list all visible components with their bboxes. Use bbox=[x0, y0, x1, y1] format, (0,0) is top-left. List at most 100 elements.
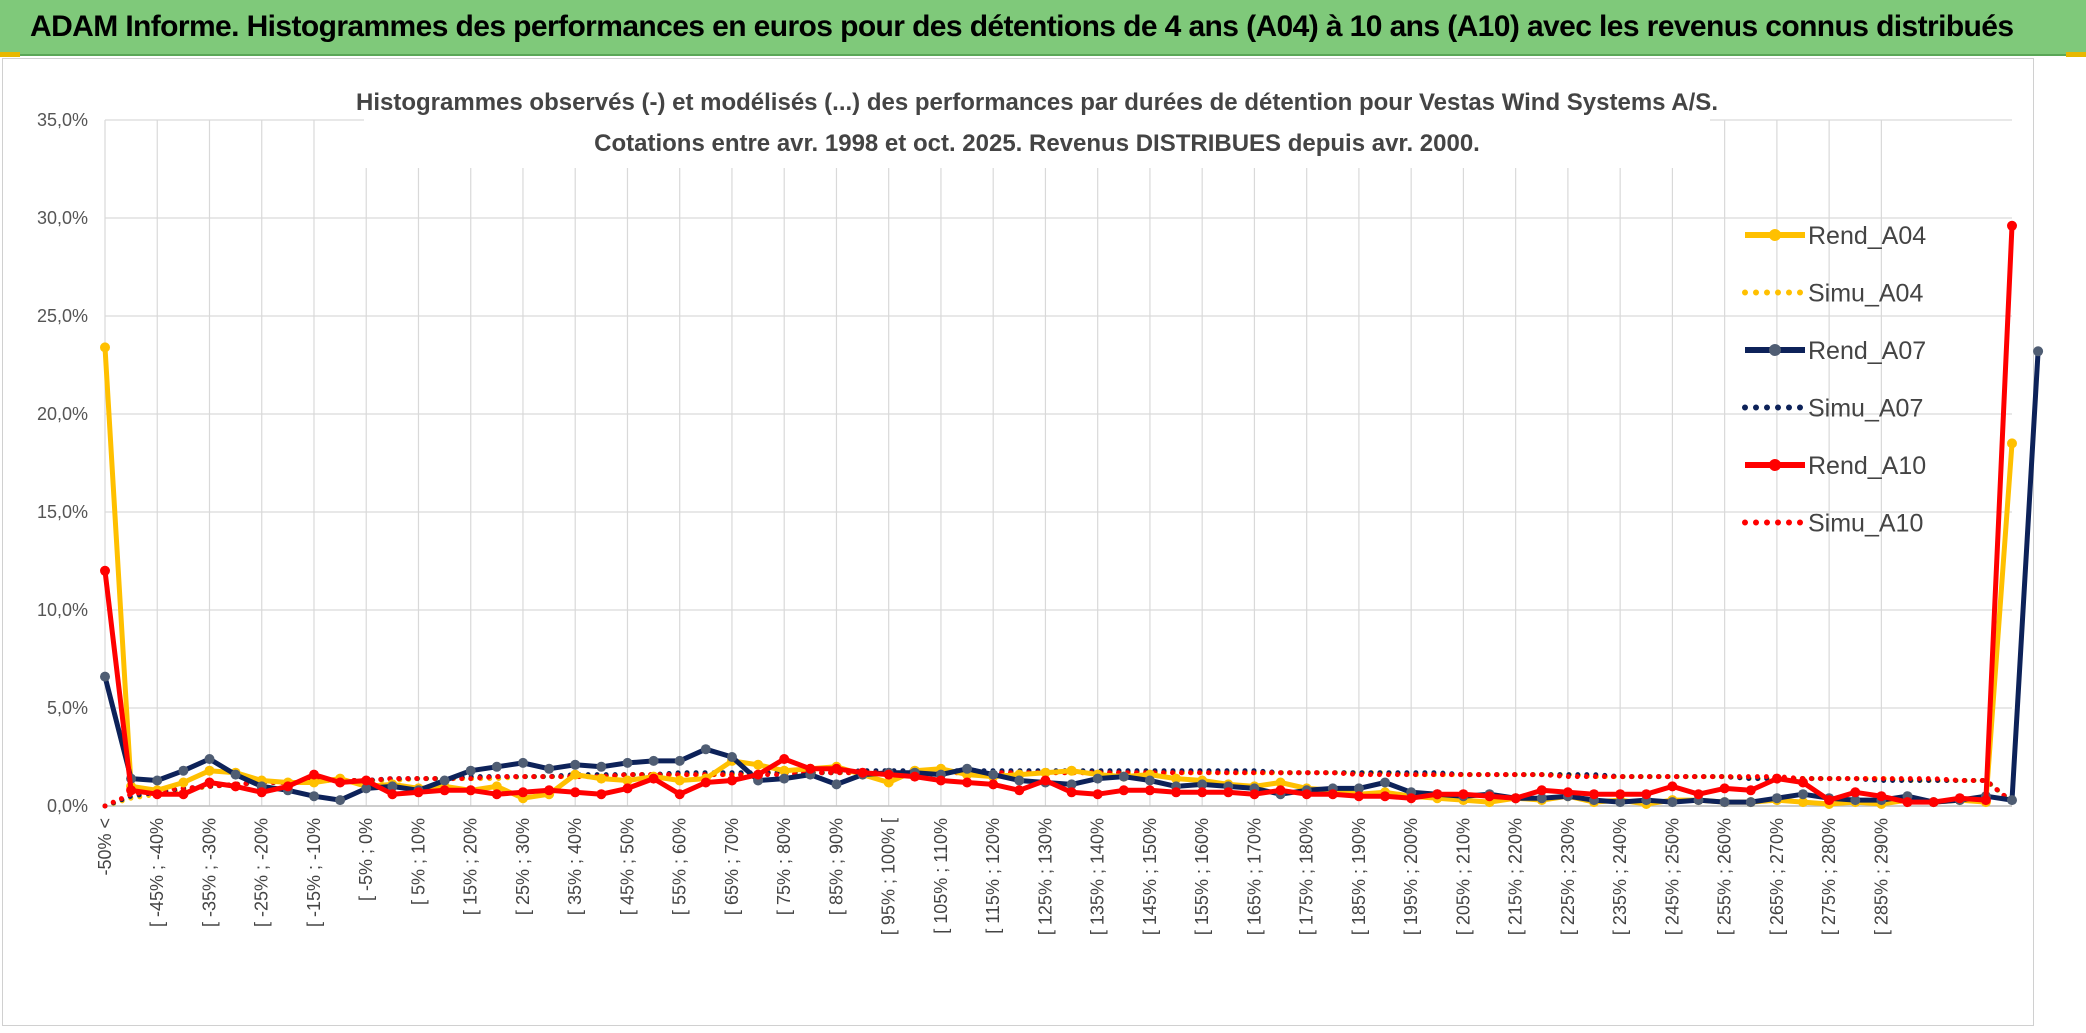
point-rend-a10 bbox=[1249, 789, 1260, 800]
point-rend-a04 bbox=[883, 777, 894, 788]
x-tick-label: [ 55% ; 60% bbox=[670, 818, 690, 915]
point-rend-a04 bbox=[100, 342, 110, 353]
legend-label-simu-a10: Simu_A10 bbox=[1808, 510, 1923, 538]
point-rend-a04 bbox=[1040, 767, 1051, 778]
point-rend-a04 bbox=[178, 777, 189, 788]
point-rend-a07 bbox=[439, 775, 450, 786]
point-rend-a10 bbox=[1301, 789, 1312, 800]
point-rend-a10 bbox=[1562, 787, 1573, 798]
point-rend-a07 bbox=[727, 752, 737, 762]
point-rend-a10 bbox=[1719, 783, 1730, 794]
point-rend-a07 bbox=[518, 757, 528, 768]
legend-marker-rend-a07 bbox=[1769, 344, 1781, 356]
line-simu-a10 bbox=[102, 770, 2015, 809]
legend-marker-rend-a04 bbox=[1769, 229, 1781, 241]
y-tick-label: 0,0% bbox=[47, 796, 88, 816]
point-rend-a10 bbox=[1980, 795, 1991, 806]
x-tick-label: [ 105% ; 110% bbox=[931, 818, 951, 934]
point-rend-a07 bbox=[1667, 797, 1678, 808]
point-rend-a10 bbox=[1510, 793, 1521, 804]
y-axis: 0,0% 5,0% 10,0% 15,0% 20,0% 25,0% 30,0% 35,0% bbox=[37, 110, 88, 816]
x-tick-label: [ 265% ; 270% bbox=[1767, 818, 1787, 935]
point-rend-a10 bbox=[1693, 789, 1704, 800]
point-rend-a07 bbox=[361, 783, 372, 794]
y-tick-label: 25,0% bbox=[37, 306, 88, 326]
point-rend-a07 bbox=[1118, 771, 1129, 782]
point-rend-a10 bbox=[1850, 787, 1861, 798]
point-rend-a10 bbox=[1824, 795, 1835, 806]
point-rend-a10 bbox=[465, 785, 476, 796]
point-rend-a07 bbox=[387, 781, 398, 792]
y-tick-label: 15,0% bbox=[37, 502, 88, 522]
x-tick-label: -50% < bbox=[95, 818, 115, 876]
point-rend-a10 bbox=[883, 769, 894, 780]
point-rend-a10 bbox=[544, 785, 555, 796]
point-rend-a10 bbox=[100, 565, 110, 576]
point-rend-a10 bbox=[1066, 787, 1077, 798]
point-rend-a07 bbox=[309, 791, 319, 802]
x-tick-label: [ 205% ; 210% bbox=[1453, 818, 1473, 935]
point-rend-a10 bbox=[622, 783, 633, 794]
point-rend-a07 bbox=[1615, 797, 1626, 808]
banner-corner-right bbox=[2066, 52, 2086, 57]
point-rend-a10 bbox=[1380, 791, 1390, 802]
point-rend-a10 bbox=[1406, 793, 1417, 804]
point-rend-a10 bbox=[1876, 791, 1887, 802]
point-rend-a07 bbox=[230, 769, 241, 780]
chart-title-background bbox=[364, 84, 1710, 168]
legend-item-rend-a04: Rend_A04 bbox=[1745, 222, 1926, 250]
point-rend-a04 bbox=[596, 773, 607, 784]
x-tick-label: [ 65% ; 70% bbox=[722, 818, 742, 915]
point-rend-a10 bbox=[1118, 785, 1129, 796]
point-rend-a10 bbox=[1667, 781, 1678, 792]
point-rend-a10 bbox=[988, 779, 999, 790]
point-rend-a07 bbox=[1719, 797, 1730, 808]
point-rend-a07 bbox=[1771, 793, 1782, 804]
y-tick-label: 5,0% bbox=[47, 698, 88, 718]
point-rend-a10 bbox=[1014, 785, 1025, 796]
point-rend-a07 bbox=[596, 761, 607, 772]
point-rend-a10 bbox=[1353, 791, 1364, 802]
point-rend-a10 bbox=[779, 754, 790, 764]
chart-gridlines bbox=[104, 119, 2012, 807]
point-rend-a04 bbox=[674, 775, 685, 786]
chart-series bbox=[100, 220, 2044, 809]
legend-label-simu-a07: Simu_A07 bbox=[1808, 395, 1923, 423]
legend-label-simu-a04: Simu_A04 bbox=[1808, 280, 1923, 308]
point-rend-a07 bbox=[1144, 775, 1155, 786]
x-tick-label: [ 215% ; 220% bbox=[1506, 818, 1526, 935]
banner-corner-left bbox=[0, 52, 20, 57]
x-tick-label: [ -35% ; -30% bbox=[199, 818, 219, 927]
point-rend-a10 bbox=[335, 777, 346, 788]
point-rend-a07 bbox=[100, 671, 110, 682]
point-rend-a07 bbox=[491, 761, 502, 772]
x-tick-label: [ 15% ; 20% bbox=[461, 818, 481, 915]
x-tick-label: [ 195% ; 200% bbox=[1401, 818, 1421, 935]
point-rend-a10 bbox=[1432, 789, 1443, 800]
legend-label-rend-a10: Rend_A10 bbox=[1808, 452, 1926, 480]
x-tick-label: [ 135% ; 140% bbox=[1088, 818, 1108, 935]
point-rend-a07 bbox=[1197, 779, 1208, 790]
chart-legend: Rend_A04 Simu_A04 Rend_A07 Simu_A07 Rend_A10… bbox=[1742, 222, 1926, 538]
chart-title-line-2: Cotations entre avr. 1998 et oct. 2025. … bbox=[594, 130, 1480, 157]
point-rend-a07 bbox=[1066, 779, 1077, 790]
point-rend-a07 bbox=[1353, 783, 1364, 794]
x-tick-label: [ 25% ; 30% bbox=[513, 818, 533, 915]
point-rend-a07 bbox=[544, 763, 555, 774]
x-tick-label: [ -15% ; -10% bbox=[304, 818, 324, 927]
point-rend-a10 bbox=[831, 763, 842, 774]
point-rend-a10 bbox=[1615, 789, 1626, 800]
x-tick-label: [ 155% ; 160% bbox=[1192, 818, 1212, 935]
chart-frame bbox=[2, 58, 2034, 1026]
point-rend-a10 bbox=[439, 785, 450, 796]
x-tick-label: [ 245% ; 250% bbox=[1662, 818, 1682, 935]
point-rend-a04 bbox=[779, 765, 790, 776]
point-rend-a10 bbox=[805, 763, 816, 774]
point-rend-a07 bbox=[178, 765, 189, 776]
x-tick-label: [ 125% ; 130% bbox=[1035, 818, 1055, 935]
point-rend-a07 bbox=[1745, 797, 1756, 808]
point-rend-a10 bbox=[962, 777, 973, 788]
point-rend-a04 bbox=[1066, 765, 1077, 776]
point-rend-a10 bbox=[857, 767, 868, 778]
line-rend-a10 bbox=[102, 225, 2015, 805]
